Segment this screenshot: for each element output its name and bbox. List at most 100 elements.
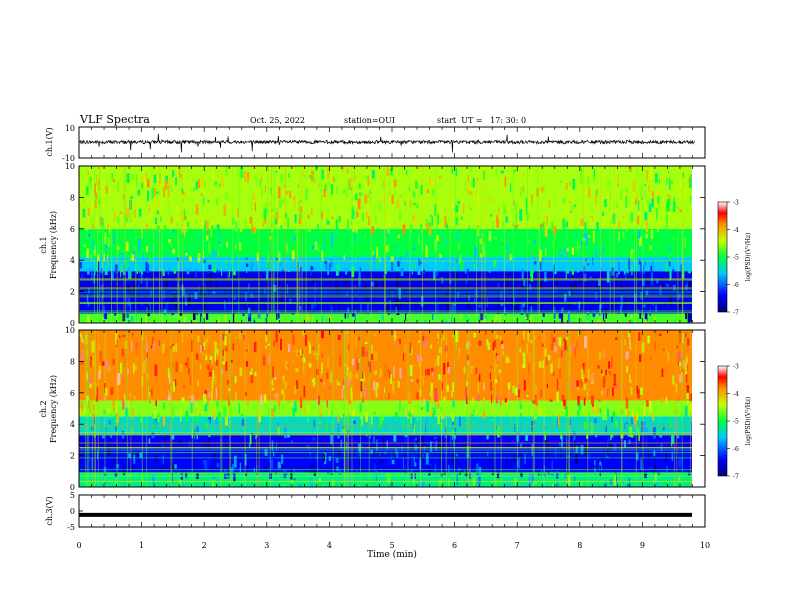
spectrogram-cell bbox=[594, 440, 596, 444]
spectrogram-cell bbox=[528, 274, 530, 281]
spectrogram-cell bbox=[128, 417, 132, 421]
spectrogram-cell bbox=[171, 344, 174, 348]
spectrogram-cell bbox=[529, 340, 533, 344]
spectrogram-cell bbox=[414, 260, 416, 268]
spectrogram-cell bbox=[485, 486, 489, 487]
spectrogram-cell bbox=[331, 216, 334, 219]
spectrogram-cell bbox=[194, 292, 198, 300]
spectrogram-cell bbox=[611, 356, 613, 369]
spectrogram-cell bbox=[687, 210, 690, 218]
spectrogram-cell bbox=[248, 283, 250, 290]
spectrogram-cell bbox=[682, 333, 684, 343]
spectrogram-streak bbox=[97, 166, 98, 323]
spectrogram-cell bbox=[303, 407, 306, 413]
spectrogram-cell bbox=[688, 175, 690, 186]
spectrogram-cell bbox=[678, 477, 681, 481]
spectrogram-cell bbox=[325, 318, 327, 323]
spectrogram-cell bbox=[337, 403, 340, 408]
spectrogram-cell bbox=[564, 293, 567, 302]
spectrogram-cell bbox=[580, 167, 583, 178]
spectrogram-cell bbox=[688, 212, 691, 218]
spectrogram-cell bbox=[372, 319, 374, 322]
spectrogram-cell bbox=[153, 421, 156, 424]
spectrogram-cell bbox=[560, 180, 563, 184]
spectrogram-cell bbox=[210, 198, 212, 204]
spectrogram-cell bbox=[145, 173, 147, 180]
spectrogram-cell bbox=[626, 191, 629, 195]
spectrogram-cell bbox=[387, 228, 390, 234]
spectrogram-cell bbox=[425, 245, 428, 258]
spectrogram-cell bbox=[399, 368, 402, 379]
spectrogram-cell bbox=[413, 264, 415, 269]
spectrogram-cell bbox=[433, 438, 437, 446]
spectrogram-cell bbox=[640, 387, 643, 395]
spectrogram-cell bbox=[678, 457, 681, 469]
colorbar-tick-label: -6 bbox=[733, 282, 739, 289]
spectrogram-cell bbox=[250, 443, 253, 447]
spectrogram-cell bbox=[384, 485, 387, 487]
spectrogram-cell bbox=[270, 360, 273, 364]
colorbar-tick-label: -4 bbox=[733, 391, 739, 398]
spectrogram-cell bbox=[393, 432, 397, 442]
spectrogram-cell bbox=[250, 261, 252, 269]
spectrogram-cell bbox=[365, 352, 368, 356]
spectrogram-cell bbox=[411, 443, 413, 451]
spectrogram-cell bbox=[266, 259, 268, 268]
spectrogram-cell bbox=[356, 358, 359, 370]
spectrogram-cell bbox=[375, 386, 378, 398]
spectrogram-cell bbox=[425, 418, 428, 425]
spectrogram-cell bbox=[153, 342, 155, 352]
spectrogram-cell bbox=[299, 352, 303, 357]
spectrogram-cell bbox=[121, 348, 124, 356]
spectrogram-cell bbox=[436, 235, 439, 241]
spectrogram-cell bbox=[223, 350, 226, 362]
spectrogram-cell bbox=[225, 166, 228, 176]
spectrogram-cell bbox=[141, 176, 144, 183]
spectrogram-cell bbox=[422, 335, 425, 341]
spectrogram-cell bbox=[491, 418, 494, 422]
spectrogram-cell bbox=[602, 246, 605, 253]
spectrogram-cell bbox=[208, 242, 210, 253]
spectrogram-cell bbox=[328, 387, 332, 390]
spectrogram-streak bbox=[543, 330, 545, 487]
spectrogram-cell bbox=[544, 272, 547, 282]
spectrogram-cell bbox=[522, 321, 526, 323]
spectrogram-cell bbox=[540, 389, 542, 398]
spectrogram-cell bbox=[360, 304, 362, 313]
spectrogram-cell bbox=[638, 419, 641, 425]
spectrogram-cell bbox=[652, 303, 654, 312]
spectrogram-cell bbox=[281, 465, 284, 469]
spectrogram-cell bbox=[173, 229, 175, 233]
spectrogram-cell bbox=[250, 201, 253, 212]
spectrogram-cell bbox=[348, 242, 350, 246]
spectrogram-cell bbox=[398, 287, 401, 300]
spectrogram-cell bbox=[148, 251, 152, 263]
spectrogram-cell bbox=[511, 297, 514, 306]
spectrogram-cell bbox=[665, 396, 668, 407]
date-label: Oct. 25, 2022 bbox=[250, 116, 305, 125]
spectrogram-cell bbox=[578, 301, 581, 310]
spectrogram-cell bbox=[396, 262, 399, 272]
spectrogram-cell bbox=[605, 425, 607, 433]
spectrogram-cell bbox=[645, 265, 647, 270]
spectrogram-cell bbox=[535, 355, 537, 366]
spectrogram-cell bbox=[133, 280, 136, 292]
spectrogram-cell bbox=[88, 321, 91, 323]
spectrogram-cell bbox=[259, 301, 261, 312]
freq-tick-label: 2 bbox=[70, 288, 75, 297]
spectrogram-cell bbox=[352, 410, 355, 416]
spectrogram-cell bbox=[451, 460, 455, 466]
spectrogram-cell bbox=[137, 485, 140, 487]
spectrogram-cell bbox=[206, 310, 209, 320]
spectrogram-cell bbox=[89, 381, 92, 388]
spectrogram-cell bbox=[502, 351, 504, 356]
spectrogram-cell bbox=[632, 176, 635, 180]
spectrogram-cell bbox=[530, 287, 534, 294]
spectrogram-cell bbox=[544, 348, 547, 357]
spectrogram-streak bbox=[171, 330, 173, 487]
spectrogram-streak bbox=[441, 330, 442, 487]
spectrogram-cell bbox=[224, 335, 227, 346]
spectrogram-cell bbox=[370, 435, 373, 439]
spectrogram-cell bbox=[217, 170, 219, 178]
spectrogram-cell bbox=[114, 478, 116, 487]
